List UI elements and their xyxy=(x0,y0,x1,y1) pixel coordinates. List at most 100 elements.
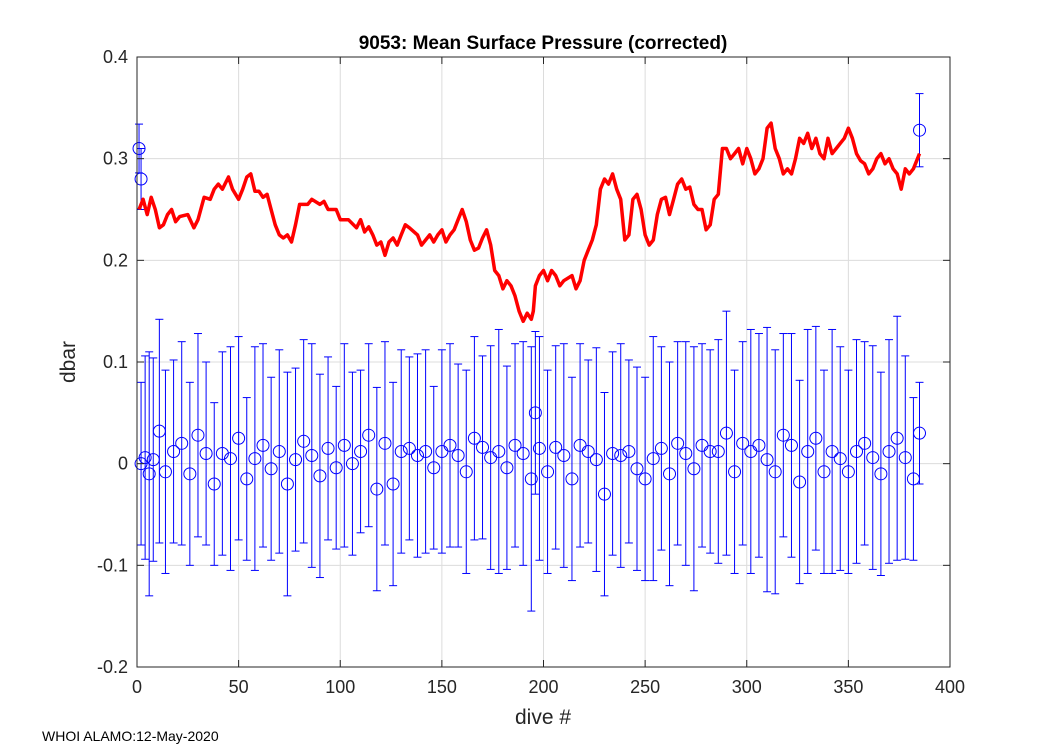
errorbar-point xyxy=(272,349,286,554)
data-point-marker xyxy=(557,449,571,463)
data-point-marker xyxy=(532,441,546,455)
errorbar-point xyxy=(516,341,530,566)
data-point-marker xyxy=(427,461,441,475)
errorbar-point xyxy=(703,349,717,554)
data-point-marker xyxy=(913,426,927,440)
data-point-marker xyxy=(638,472,652,486)
data-point-marker xyxy=(508,438,522,452)
errorbar-point xyxy=(776,333,790,538)
errorbar-point xyxy=(138,355,152,560)
data-point-marker xyxy=(858,436,872,450)
errorbar-point xyxy=(305,343,319,568)
data-point-marker xyxy=(378,436,392,450)
data-point-marker xyxy=(541,465,555,479)
y-tick-label: 0.2 xyxy=(103,250,128,270)
errorbar-point xyxy=(760,326,774,593)
x-axis-label: dive # xyxy=(515,706,571,729)
data-point-marker xyxy=(248,452,262,466)
errorbar-point xyxy=(508,343,522,548)
data-point-marker xyxy=(313,469,327,483)
data-point-marker xyxy=(898,451,912,465)
y-tick-label: 0 xyxy=(118,454,128,474)
errorbar-point xyxy=(646,336,660,582)
x-tick-label: 400 xyxy=(935,677,965,697)
y-tick-label: -0.2 xyxy=(97,657,128,677)
errorbar-point xyxy=(492,328,506,574)
data-point-marker xyxy=(500,461,514,475)
errorbar-point xyxy=(191,333,205,538)
errorbar-point xyxy=(459,369,473,574)
errorbar-point xyxy=(793,379,807,585)
errorbar-point xyxy=(419,349,433,554)
y-tick-label: 0.3 xyxy=(103,149,128,169)
errorbar-point xyxy=(386,381,400,587)
errorbar-point xyxy=(435,349,449,554)
errorbar-point xyxy=(207,402,221,566)
x-tick-label: 0 xyxy=(132,677,142,697)
errorbar-point xyxy=(882,339,896,564)
errorbar-point xyxy=(557,343,571,568)
smoothed-pressure-line xyxy=(137,121,922,324)
errorbar-point xyxy=(589,347,603,572)
data-point-marker xyxy=(142,467,156,481)
x-tick-label: 100 xyxy=(325,677,355,697)
data-point-marker xyxy=(890,431,904,445)
errorbar-point xyxy=(654,346,668,551)
data-point-marker xyxy=(687,462,701,476)
data-point-marker xyxy=(354,444,368,458)
errorbar-point xyxy=(223,346,237,571)
errorbar-point xyxy=(215,351,229,556)
errorbar-point xyxy=(370,386,384,592)
errorbar-point xyxy=(573,343,587,548)
data-point-marker xyxy=(362,428,376,442)
data-point-marker xyxy=(451,449,465,463)
data-point-marker xyxy=(516,447,530,460)
errorbar-point xyxy=(630,366,644,571)
data-point-marker xyxy=(833,452,847,466)
errorbar-point xyxy=(264,376,278,561)
errorbar-point xyxy=(256,343,270,548)
data-point-marker xyxy=(524,472,538,486)
data-point-marker xyxy=(215,447,229,460)
data-point-marker xyxy=(825,444,839,458)
errorbar-point xyxy=(199,361,213,546)
y-tick-label: 0.4 xyxy=(103,47,128,67)
data-point-marker xyxy=(606,447,620,460)
footer-stamp: WHOI ALAMO:12-May-2020 xyxy=(42,728,219,744)
data-point-marker xyxy=(679,447,693,460)
x-tick-label: 250 xyxy=(630,677,660,697)
errorbar-point xyxy=(850,339,864,564)
errorbar-point xyxy=(142,351,156,597)
data-point-marker xyxy=(419,444,433,458)
errorbar-point xyxy=(175,341,189,546)
data-point-marker xyxy=(752,438,766,452)
errorbar-point xyxy=(354,369,368,534)
errorbar-point xyxy=(378,341,392,546)
y-tick-label: -0.1 xyxy=(97,555,128,575)
data-point-marker xyxy=(305,449,319,463)
errorbar-point xyxy=(549,345,563,550)
data-point-marker xyxy=(183,467,197,481)
data-point-marker xyxy=(801,444,815,458)
errorbar-point xyxy=(825,328,839,574)
data-point-marker xyxy=(866,451,880,465)
errorbar-point xyxy=(606,351,620,556)
data-point-marker xyxy=(199,447,213,460)
data-point-marker xyxy=(329,461,343,475)
data-point-marker xyxy=(191,428,205,442)
data-point-marker xyxy=(337,438,351,452)
y-axis-label: dbar xyxy=(57,341,80,383)
errorbar-point xyxy=(817,369,831,574)
data-point-marker xyxy=(256,438,270,452)
errorbar-point xyxy=(240,397,254,561)
data-point-marker xyxy=(882,444,896,458)
data-point-marker xyxy=(549,440,563,454)
data-point-marker xyxy=(581,444,595,458)
errorbar-point xyxy=(443,343,457,548)
axis-ticks: 0 50 100 150 200 250 300 350 400 -0.2 -0.1 0 0.1 0.2 0… xyxy=(97,47,965,697)
data-point-marker xyxy=(345,457,359,471)
errorbar-point xyxy=(183,381,197,566)
errorbar-point xyxy=(841,369,855,574)
errorbar-point xyxy=(752,333,766,558)
